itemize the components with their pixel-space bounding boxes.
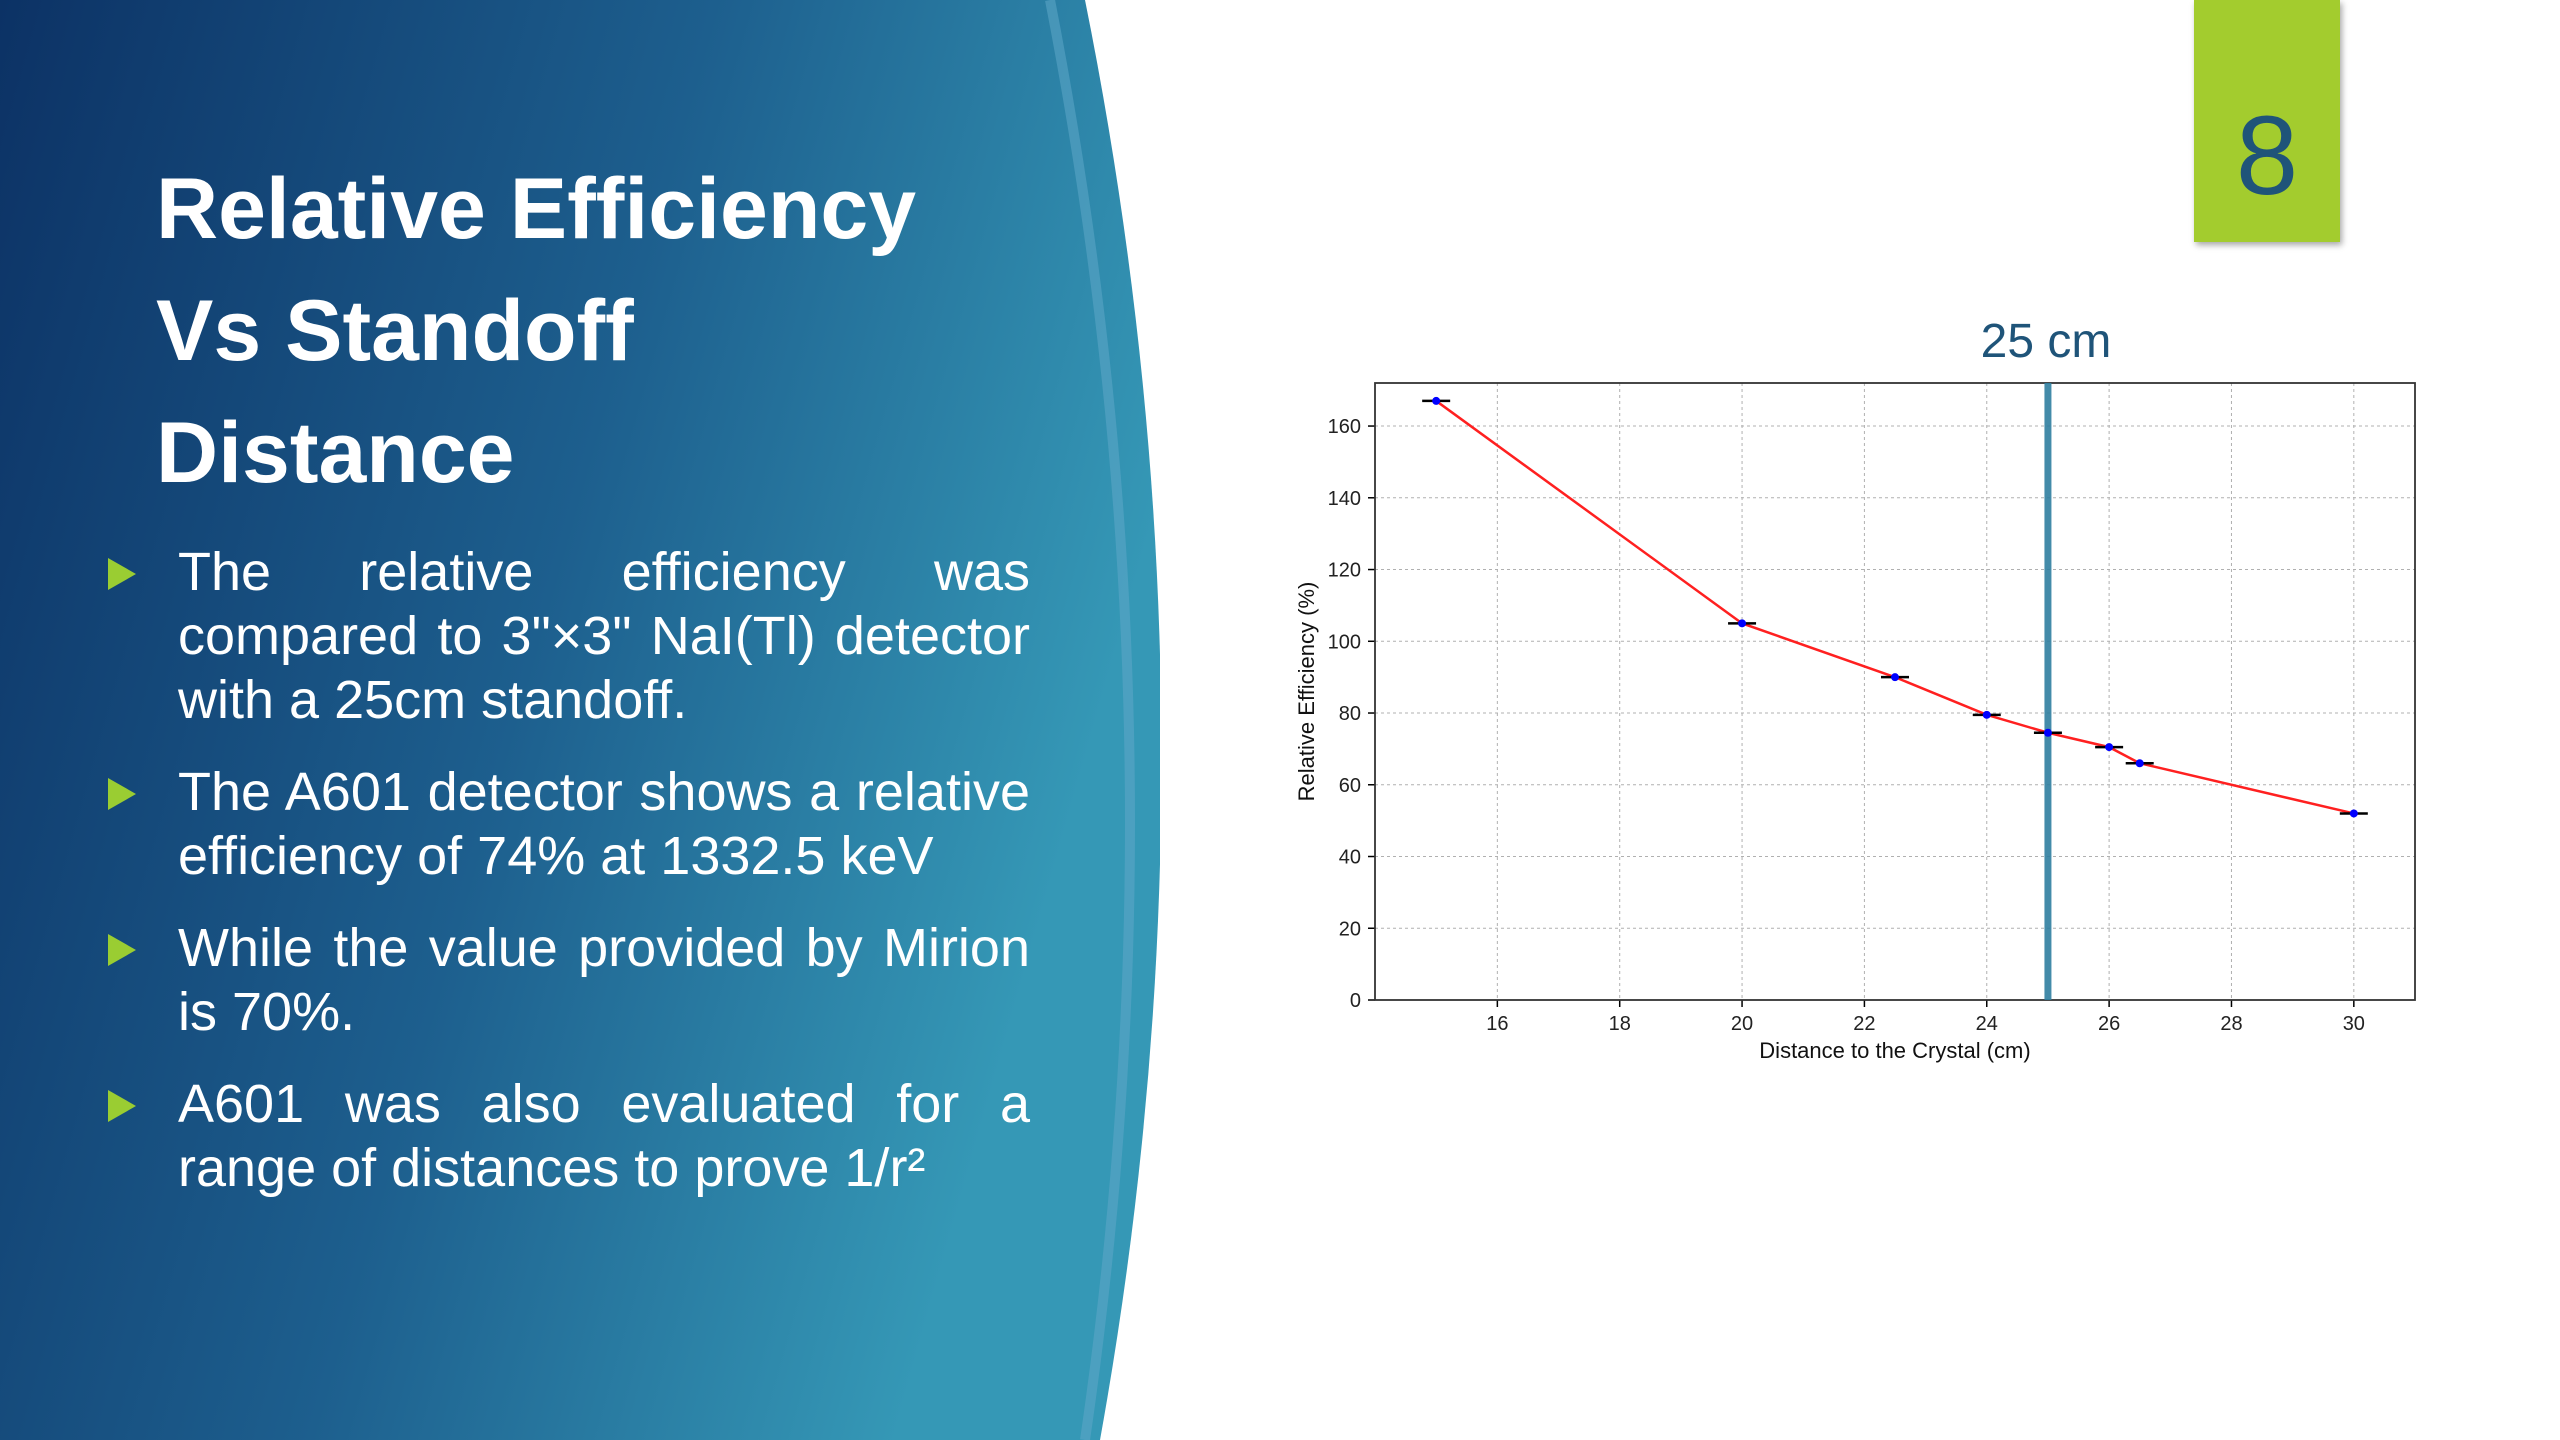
title-line: Relative Efficiency	[156, 161, 917, 257]
y-tick-label: 140	[1328, 488, 1361, 510]
y-tick-label: 100	[1328, 631, 1361, 653]
data-point	[1982, 710, 1991, 719]
bullet-text: The A601 detector shows a relative effic…	[178, 762, 1030, 886]
y-tick-label: 20	[1339, 918, 1361, 940]
bullet-arrow-icon	[108, 778, 136, 810]
data-point	[2349, 809, 2358, 818]
y-tick-label: 0	[1350, 990, 1361, 1012]
y-tick-label: 80	[1339, 703, 1361, 725]
y-axis-label: Relative Efficiency (%)	[1294, 582, 1319, 802]
data-point	[2135, 759, 2144, 768]
bullet-text: The relative efficiency was compared to …	[178, 542, 1030, 730]
x-tick-label: 28	[2220, 1013, 2242, 1035]
bullet-arrow-icon	[108, 934, 136, 966]
y-tick-label: 160	[1328, 416, 1361, 438]
x-axis-label: Distance to the Crystal (cm)	[1759, 1038, 2030, 1063]
x-tick-label: 26	[2098, 1013, 2120, 1035]
bullet-list: The relative efficiency was compared to …	[106, 540, 1030, 1228]
x-tick-label: 18	[1609, 1013, 1631, 1035]
efficiency-chart: 16 18 20 22 24 26 28 30 0 20 40 60 80 100 120 140 160 Dis…	[1294, 382, 2416, 1063]
x-tick-label: 22	[1853, 1013, 1875, 1035]
plot-frame	[1374, 382, 2416, 1001]
x-tick-label: 20	[1731, 1013, 1753, 1035]
x-tick-label: 24	[1976, 1013, 1998, 1035]
bullet-text: A601 was also evaluated for a range of d…	[178, 1074, 1030, 1198]
title-line: Vs Standoff	[156, 283, 634, 379]
data-point	[1891, 673, 1899, 682]
plot-area	[1375, 383, 2415, 1000]
slide-title: Relative Efficiency Vs Standoff Distance	[156, 148, 1056, 514]
marker-label: 25 cm	[1980, 315, 2112, 368]
efficiency-series-line	[1435, 399, 2355, 815]
y-tick-label: 40	[1339, 847, 1361, 869]
bullet-item: The A601 detector shows a relative effic…	[106, 760, 1030, 888]
y-tick-label: 60	[1339, 775, 1361, 797]
bullet-text: While the value provided by Mirion is 70…	[178, 918, 1030, 1042]
slide-number: 8	[2235, 93, 2299, 218]
data-point	[1432, 396, 1441, 405]
y-tick-label: 120	[1328, 560, 1361, 582]
left-blue-panel	[0, 0, 1160, 1440]
bullet-arrow-icon	[108, 558, 136, 590]
data-point	[2043, 728, 2052, 737]
slide-number-badge: 8	[2194, 0, 2340, 242]
bullet-arrow-icon	[108, 1090, 136, 1122]
bullet-item: A601 was also evaluated for a range of d…	[106, 1072, 1030, 1200]
x-tick-label: 16	[1486, 1013, 1508, 1035]
x-tick-label: 30	[2343, 1013, 2365, 1035]
bullet-item: While the value provided by Mirion is 70…	[106, 916, 1030, 1044]
data-point	[1738, 619, 1747, 628]
data-point	[2105, 743, 2114, 752]
title-line: Distance	[156, 405, 515, 501]
bullet-item: The relative efficiency was compared to …	[106, 540, 1030, 732]
